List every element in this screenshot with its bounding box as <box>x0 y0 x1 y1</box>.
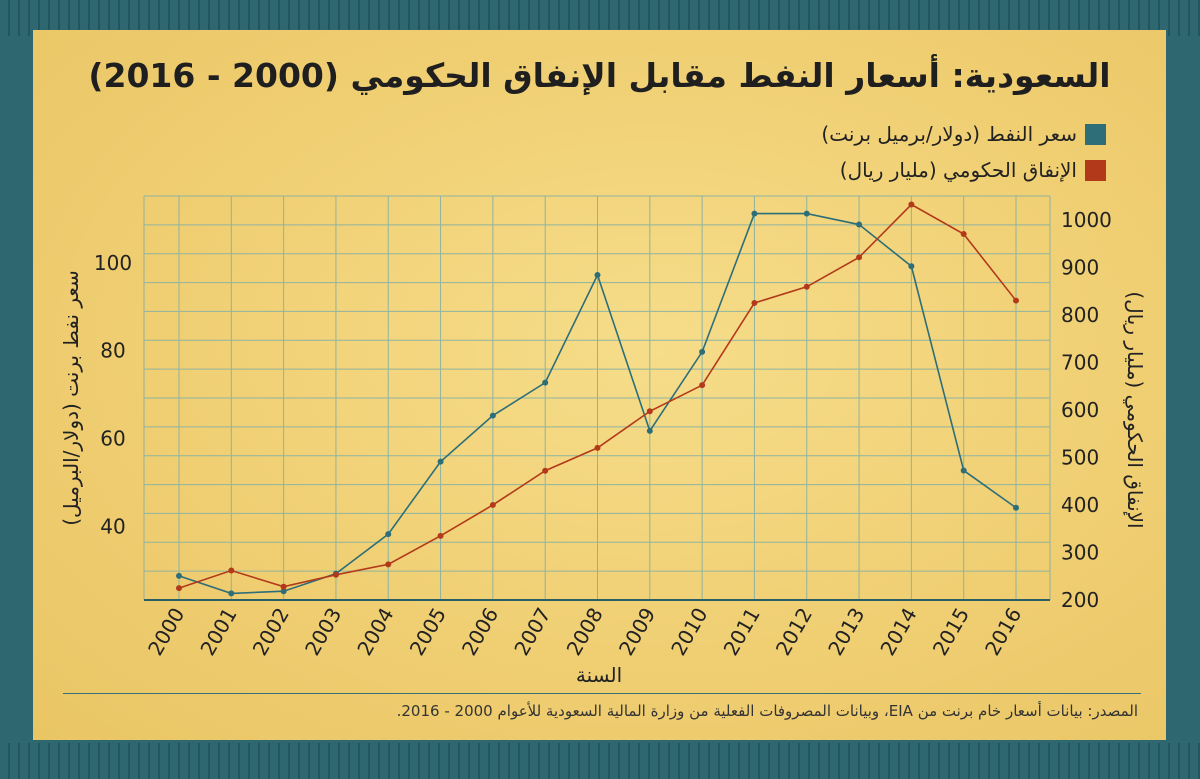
y-right-tick-label: 1000 <box>1061 208 1112 232</box>
spending-point <box>542 467 549 474</box>
oil-price-point <box>908 263 915 270</box>
spending-point <box>489 501 496 508</box>
oil-price-point <box>646 427 653 434</box>
bottom-border-stripes <box>0 743 1200 779</box>
y-left-tick-label: 40 <box>100 514 125 538</box>
y-right-tick-label: 400 <box>1061 493 1099 517</box>
x-tick-label: 2010 <box>666 604 712 660</box>
spending-point <box>280 583 287 590</box>
x-tick-label: 2012 <box>771 604 817 660</box>
y-left-tick-label: 80 <box>100 339 125 363</box>
x-tick-label: 2011 <box>719 604 765 660</box>
y-axis-label-right: الإنفاق الحكومي (مليار ريال) <box>1122 291 1147 528</box>
oil-price-point <box>856 221 863 228</box>
x-tick-label: 2009 <box>614 604 660 660</box>
spending-point <box>594 444 601 451</box>
spending-point <box>1013 297 1019 304</box>
x-axis-label: السنة <box>576 663 622 687</box>
legend-label-spending: الإنفاق الحكومي (مليار ريال) <box>839 158 1077 182</box>
spending-point <box>856 254 863 261</box>
y-right-tick-label: 900 <box>1061 255 1099 279</box>
spending-point <box>332 571 339 578</box>
x-tick-label: 2015 <box>928 604 974 660</box>
oil-price-point <box>960 467 967 474</box>
legend: سعر النفط (دولار/برميل برنت) الإنفاق الح… <box>821 122 1106 194</box>
x-tick-label: 2001 <box>195 604 241 660</box>
oil-price-point <box>803 210 810 217</box>
spending-point <box>437 532 444 539</box>
legend-item-spending: الإنفاق الحكومي (مليار ريال) <box>821 158 1106 182</box>
legend-swatch-oil <box>1085 123 1106 145</box>
oil-price-point <box>176 572 182 579</box>
legend-item-oil: سعر النفط (دولار/برميل برنت) <box>821 122 1106 146</box>
source-divider <box>63 693 1141 694</box>
source-note: المصدر: بيانات أسعار خام برنت من EIA، وب… <box>396 702 1138 720</box>
oil-price-point <box>542 379 549 386</box>
x-tick-label: 2003 <box>300 604 346 660</box>
oil-price-point <box>1013 504 1019 511</box>
x-tick-label: 2006 <box>457 604 503 660</box>
spending-point <box>751 299 758 306</box>
x-tick-label: 2007 <box>509 604 555 660</box>
y-right-tick-label: 300 <box>1061 540 1099 564</box>
spending-point <box>960 231 967 238</box>
y-right-tick-label: 800 <box>1061 303 1099 327</box>
y-left-tick-label: 100 <box>94 251 132 275</box>
spending-point <box>228 567 235 574</box>
oil-price-point <box>751 210 758 217</box>
x-tick-label: 2002 <box>248 604 294 660</box>
spending-point <box>803 283 810 290</box>
spending-point <box>646 408 653 415</box>
x-tick-label: 2005 <box>405 604 451 660</box>
spending-point <box>699 382 706 389</box>
oil-price-point <box>280 588 287 595</box>
y-axis-label-left: سعر نفط برنت (دولار/البرميل) <box>59 270 83 526</box>
chart-title: السعودية: أسعار النفط مقابل الإنفاق الحك… <box>88 56 1111 95</box>
x-tick-label: 2004 <box>352 604 398 660</box>
x-tick-label: 2008 <box>562 604 608 660</box>
oil-price-point <box>594 272 601 279</box>
y-left-tick-label: 60 <box>100 427 125 451</box>
chart-svg: 40 60 80 100 200 300 400 500 600 700 800 900 1000 200… <box>59 195 1147 687</box>
y-right-tick-label: 500 <box>1061 445 1099 469</box>
y-right-tick-label: 200 <box>1061 588 1099 612</box>
oil-price-point <box>228 590 235 597</box>
x-tick-label: 2000 <box>143 604 189 660</box>
oil-price-point <box>437 458 444 465</box>
y-right-tick-label: 700 <box>1061 350 1099 374</box>
x-tick-label: 2014 <box>875 604 921 660</box>
y-right-tick-label: 600 <box>1061 398 1099 422</box>
legend-label-oil: سعر النفط (دولار/برميل برنت) <box>821 122 1077 146</box>
x-tick-label: 2013 <box>823 604 869 660</box>
chart-panel: السعودية: أسعار النفط مقابل الإنفاق الحك… <box>33 30 1166 740</box>
oil-price-point <box>489 412 496 419</box>
spending-point <box>385 561 392 568</box>
spending-point <box>908 201 915 208</box>
oil-price-point <box>699 348 706 355</box>
spending-point <box>176 585 182 592</box>
x-tick-label: 2016 <box>980 604 1026 660</box>
legend-swatch-spending <box>1085 159 1106 181</box>
oil-price-point <box>385 531 392 538</box>
